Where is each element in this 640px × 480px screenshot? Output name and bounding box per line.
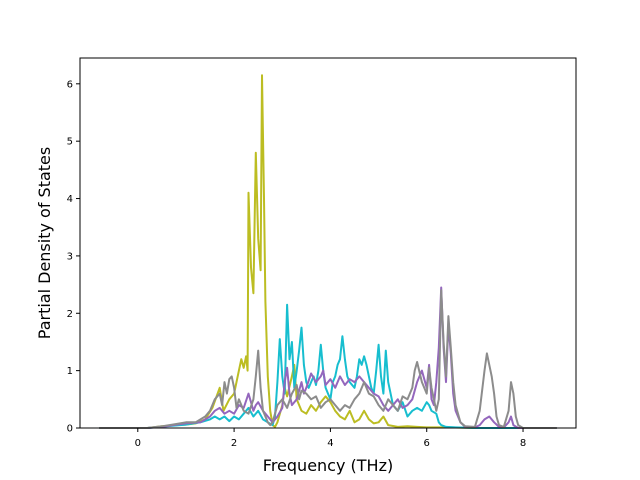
y-axis-ticks: 0 1 2 3 4 5 6 [67,79,80,435]
x-axis-title: Frequency (THz) [263,456,393,475]
y-tick-label: 5 [67,137,73,148]
y-tick-label: 2 [67,309,73,320]
series-line-4 [99,289,557,429]
plot-frame [79,57,577,429]
y-axis-title: Partial Density of States [35,147,54,339]
y-tick-label: 1 [67,366,73,377]
y-tick-label: 6 [67,79,73,90]
x-axis-ticks: 0 2 4 6 8 [135,428,526,449]
y-tick-label: 3 [67,251,73,262]
series-line-3 [99,286,557,429]
x-tick-label: 6 [424,438,430,449]
series-layer [99,74,557,429]
x-tick-label: 2 [231,438,237,449]
x-tick-label: 0 [135,438,141,449]
x-tick-label: 4 [327,438,333,449]
x-tick-label: 8 [520,438,526,449]
y-tick-label: 0 [67,424,73,435]
y-tick-label: 4 [67,194,73,205]
